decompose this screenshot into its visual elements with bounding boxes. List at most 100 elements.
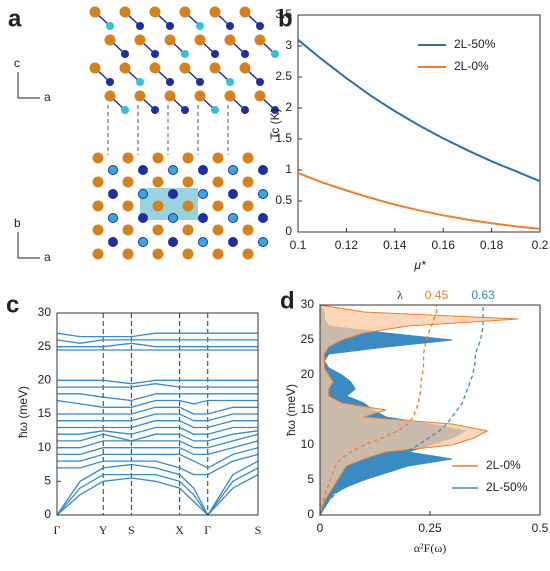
y-tick-label: 2 — [285, 100, 292, 114]
atom — [92, 200, 104, 212]
atom — [256, 78, 264, 86]
atom — [92, 248, 104, 260]
x-tick-label: 0.16 — [432, 238, 456, 252]
axis-name: c — [14, 56, 20, 70]
atom — [122, 200, 134, 212]
phonon-band — [57, 426, 258, 435]
x-tick-label: 0.12 — [335, 238, 359, 252]
a2f-area — [319, 304, 519, 516]
atom — [168, 213, 178, 223]
atom — [89, 62, 101, 74]
atom — [182, 248, 194, 260]
atom — [122, 176, 134, 188]
atom — [228, 189, 238, 199]
atom — [224, 34, 236, 46]
atom — [92, 176, 104, 188]
atom — [239, 62, 251, 74]
atom — [152, 200, 164, 212]
atom — [241, 50, 249, 58]
atom — [119, 6, 131, 18]
atom — [138, 213, 148, 223]
atom — [241, 106, 249, 114]
phonon-band — [57, 379, 258, 385]
x-tick-label: 0.2 — [532, 238, 549, 252]
phonon-band — [57, 433, 259, 449]
atom — [108, 165, 118, 175]
panel-label: a — [8, 5, 22, 32]
series-line — [297, 39, 541, 183]
y-tick-label: 15 — [38, 406, 52, 420]
atom — [194, 90, 206, 102]
y-tick-label: 10 — [38, 440, 52, 454]
x-tick-label: Y — [99, 523, 108, 537]
atom — [166, 78, 174, 86]
atom — [89, 6, 101, 18]
atom — [168, 237, 178, 247]
atom — [224, 90, 236, 102]
phonon-band — [56, 467, 259, 517]
y-axis-label: ħω (meV) — [284, 384, 298, 436]
atom — [258, 189, 268, 199]
y-tick-label: 3 — [285, 38, 292, 52]
atom — [104, 34, 116, 46]
atom — [121, 50, 129, 58]
atom — [198, 237, 208, 247]
atom — [271, 106, 279, 114]
atom — [92, 152, 104, 164]
y-tick-label: 0 — [285, 224, 292, 238]
x-tick-label: 0.25 — [418, 521, 442, 535]
atom — [194, 34, 206, 46]
y-tick-label: 0 — [44, 507, 51, 521]
atom — [149, 62, 161, 74]
atom — [136, 22, 144, 30]
atom — [92, 224, 104, 236]
atom — [181, 106, 189, 114]
atom — [138, 165, 148, 175]
atom — [134, 90, 146, 102]
atom — [106, 22, 114, 30]
atom — [212, 200, 224, 212]
atom — [151, 106, 159, 114]
phonon-band — [57, 447, 259, 469]
x-tick-label: 0.18 — [480, 238, 504, 252]
atom — [258, 213, 268, 223]
phonon-band — [56, 339, 258, 344]
y-tick-label: 5 — [307, 472, 314, 486]
y-tick-label: 25 — [301, 332, 315, 346]
y-tick-label: 2.5 — [275, 69, 292, 83]
y-tick-label: 20 — [301, 367, 315, 381]
atom — [122, 248, 134, 260]
x-tick-label: Γ — [54, 523, 61, 537]
atom — [209, 6, 221, 18]
atom — [212, 176, 224, 188]
atom — [212, 152, 224, 164]
lambda-line — [319, 305, 438, 516]
y-tick-label: 30 — [301, 297, 315, 311]
phonon-band — [56, 474, 259, 516]
plot-frame — [297, 14, 541, 233]
y-tick-label: 0.5 — [275, 193, 292, 207]
x-tick-label: S — [255, 523, 262, 537]
atom — [122, 152, 134, 164]
atom — [151, 50, 159, 58]
axis-name: a — [44, 250, 51, 264]
atom — [179, 62, 191, 74]
panel-label: c — [6, 291, 19, 318]
atom — [228, 165, 238, 175]
atom — [198, 213, 208, 223]
atom — [209, 62, 221, 74]
atom — [168, 165, 178, 175]
atom — [152, 248, 164, 260]
y-tick-label: 25 — [38, 339, 52, 353]
atom — [228, 213, 238, 223]
lambda-value: 0.45 — [425, 288, 449, 302]
atom — [164, 34, 176, 46]
y-tick-label: 1 — [285, 162, 292, 176]
x-tick-label: S — [128, 523, 135, 537]
y-tick-label: 3.5 — [275, 7, 292, 21]
y-tick-label: 10 — [301, 437, 315, 451]
atom — [104, 90, 116, 102]
atom — [149, 6, 161, 18]
axis-name: b — [14, 216, 21, 230]
